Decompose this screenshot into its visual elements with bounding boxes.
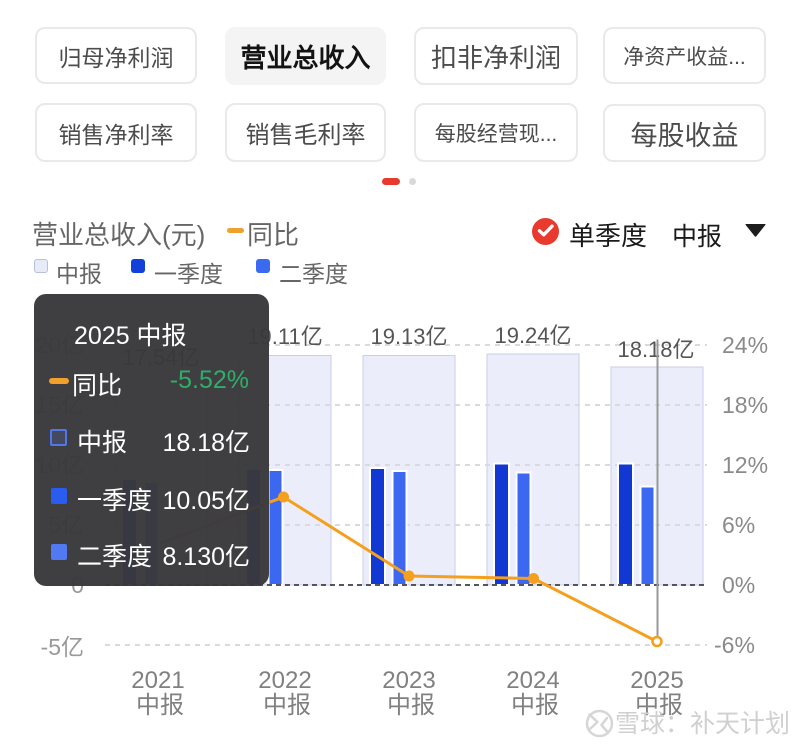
svg-text:19.13亿: 19.13亿: [370, 324, 447, 349]
svg-text:中报: 中报: [136, 692, 184, 719]
svg-text:2023: 2023: [382, 667, 435, 694]
svg-text:2025: 2025: [630, 667, 683, 694]
svg-text:雪球：补天计划: 雪球：补天计划: [615, 710, 790, 738]
svg-text:0%: 0%: [722, 572, 755, 598]
svg-text:24%: 24%: [722, 332, 768, 358]
svg-text:2021: 2021: [131, 667, 184, 694]
svg-text:18%: 18%: [722, 392, 768, 418]
svg-text:中报: 中报: [635, 692, 683, 719]
svg-text:6%: 6%: [722, 512, 755, 538]
svg-text:中报: 中报: [263, 692, 311, 719]
svg-text:中报: 中报: [387, 692, 435, 719]
svg-text:2024: 2024: [506, 667, 559, 694]
svg-text:-6%: -6%: [714, 632, 755, 658]
svg-text:2022: 2022: [258, 667, 311, 694]
svg-text:18.18亿: 18.18亿: [617, 337, 694, 362]
svg-text:12%: 12%: [722, 452, 768, 478]
svg-text:中报: 中报: [511, 692, 559, 719]
svg-text:-5亿: -5亿: [41, 634, 84, 660]
svg-text:19.24亿: 19.24亿: [494, 323, 571, 348]
